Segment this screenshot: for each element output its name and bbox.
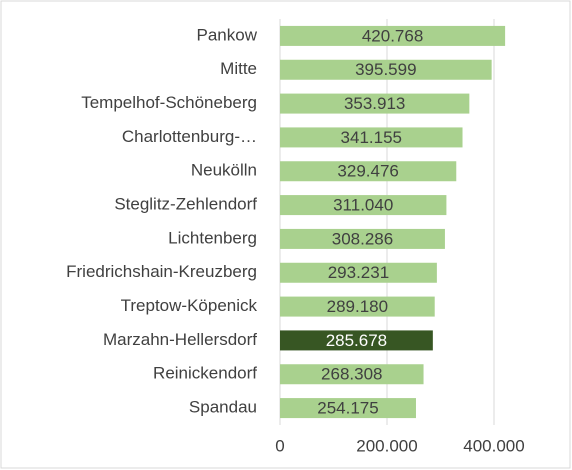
y-tick-label: Friedrichshain-Kreuzberg xyxy=(66,262,257,281)
y-tick-label: Mitte xyxy=(220,59,257,78)
x-tick-label: 400.000 xyxy=(463,436,524,455)
y-tick-label: Charlottenburg-… xyxy=(122,127,257,146)
y-tick-label: Marzahn-Hellersdorf xyxy=(103,330,257,349)
y-tick-label: Tempelhof-Schöneberg xyxy=(81,93,257,112)
y-tick-label: Pankow xyxy=(197,25,258,44)
value-label: 289.180 xyxy=(327,297,388,316)
value-label: 395.599 xyxy=(355,60,416,79)
value-label: 285.678 xyxy=(326,331,387,350)
value-label: 308.286 xyxy=(332,229,393,248)
value-label: 420.768 xyxy=(362,26,423,45)
bar xyxy=(280,398,416,419)
value-label: 293.231 xyxy=(328,263,389,282)
bar xyxy=(280,25,506,46)
value-label: 341.155 xyxy=(341,128,402,147)
value-label: 353.913 xyxy=(344,94,405,113)
y-tick-label: Neukölln xyxy=(191,161,257,180)
y-tick-label: Lichtenberg xyxy=(168,228,257,247)
bar xyxy=(280,364,424,385)
bar xyxy=(280,127,463,148)
y-tick-label: Treptow-Köpenick xyxy=(121,296,258,315)
bar xyxy=(280,93,470,114)
bar xyxy=(280,59,492,80)
x-tick-label: 200.000 xyxy=(356,436,417,455)
y-tick-label: Reinickendorf xyxy=(153,364,257,383)
value-label: 329.476 xyxy=(337,162,398,181)
value-label: 268.308 xyxy=(321,365,382,384)
bar xyxy=(280,161,457,182)
bar xyxy=(280,228,445,249)
y-tick-label: Spandau xyxy=(189,398,257,417)
bar xyxy=(280,296,435,317)
bar xyxy=(280,330,433,351)
x-tick-label: 0 xyxy=(275,436,284,455)
y-tick-label: Steglitz-Zehlendorf xyxy=(114,195,257,214)
value-label: 311.040 xyxy=(333,196,393,215)
value-label: 254.175 xyxy=(317,399,378,418)
bar xyxy=(280,262,437,283)
bar xyxy=(280,195,447,216)
